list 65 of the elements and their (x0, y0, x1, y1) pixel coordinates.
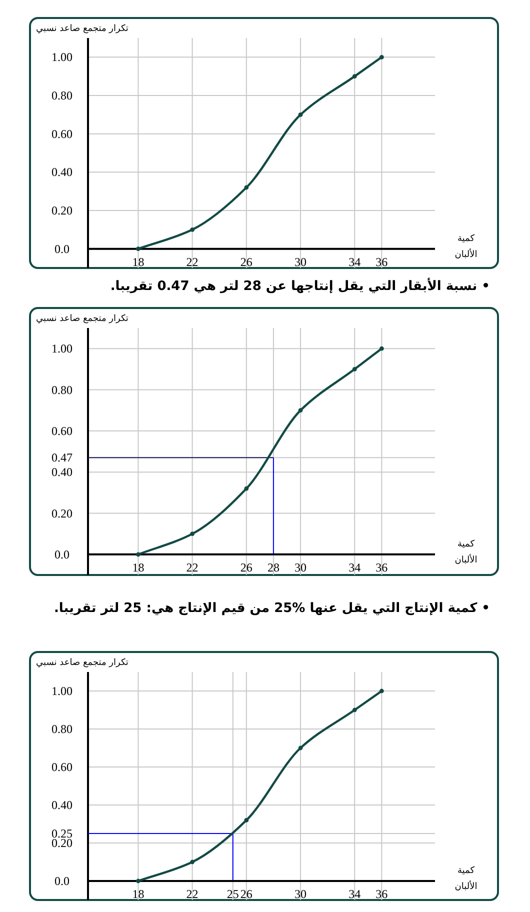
x-tick-label: 22 (186, 254, 198, 269)
x-axis-title: كمية الألبان (454, 234, 478, 260)
x-tick-label: 28 (267, 560, 280, 574)
y-tick-label: 0.20 (52, 204, 72, 218)
point (379, 54, 384, 60)
x-tick-label: 30 (294, 254, 307, 269)
y-tick-label: 0.80 (52, 382, 72, 397)
point (352, 74, 357, 79)
point (298, 746, 303, 750)
y-tick-label: 0.0 (54, 242, 70, 256)
point (190, 532, 195, 536)
point (136, 246, 140, 252)
y-tick-label: 0.25 (52, 826, 72, 840)
point (190, 227, 195, 232)
y-tick-label: 1.00 (52, 342, 72, 356)
x-tick-label: 22 (186, 887, 198, 901)
y-tick-label: 1.00 (52, 50, 72, 64)
point (244, 185, 249, 190)
x-tick-label: 30 (294, 887, 307, 901)
x-tick-label: 34 (348, 887, 361, 901)
y-axis-title: تكرار متجمع صاعد نسبي (36, 24, 129, 34)
x-tick-label: 22 (186, 560, 198, 574)
point (298, 408, 303, 413)
y-axis-title: تكرار متجمع صاعد نسبي (36, 314, 129, 324)
point (190, 860, 195, 864)
point (244, 486, 249, 491)
point (379, 346, 384, 351)
y-tick-label: 0.40 (52, 465, 72, 480)
chart-title: • نسبة الأبقار التي يقل إنتاجها عن 28 لتر هي 0.47 تقريبا. (110, 277, 490, 294)
x-tick-label: 18 (132, 254, 144, 269)
y-tick-label: 0.40 (52, 798, 72, 812)
y-tick-label: 0.20 (52, 506, 72, 520)
point (352, 708, 357, 712)
point (136, 878, 140, 884)
x-tick-label: 26 (240, 560, 252, 574)
y-axis-title: تكرار متجمع صاعد نسبي (36, 658, 129, 668)
y-tick-label: 0.0 (54, 874, 70, 888)
y-tick-label: 0.60 (52, 760, 72, 774)
y-tick-label: 0.40 (52, 165, 72, 180)
y-tick-label: 0.60 (52, 424, 72, 438)
x-tick-label: 25 (226, 887, 239, 901)
x-tick-label: 26 (240, 887, 252, 901)
x-tick-label: 18 (132, 560, 144, 574)
chart-title: • كمية الإنتاج التي يقل عنها %25 من قيم الإنتاج هي: 25 لتر تقريبا. (54, 601, 490, 616)
point (298, 112, 303, 117)
x-tick-label: 34 (348, 560, 361, 574)
x-tick-label: 26 (240, 254, 252, 269)
x-tick-label: 30 (294, 560, 307, 574)
point (244, 818, 249, 822)
x-axis-title: كمية الألبان (454, 866, 478, 892)
x-tick-label: 36 (376, 560, 388, 574)
y-tick-label: 0.80 (52, 722, 72, 736)
y-tick-label: 0.0 (54, 547, 70, 562)
x-axis-title: كمية الألبان (454, 539, 478, 566)
y-tick-label: 0.60 (52, 126, 72, 141)
x-tick-label: 34 (348, 254, 361, 269)
x-tick-label: 36 (376, 887, 388, 901)
x-tick-label: 36 (376, 254, 388, 269)
y-tick-label: 1.00 (52, 684, 72, 698)
x-tick-label: 18 (132, 887, 144, 901)
point (352, 366, 357, 372)
y-tick-label: 0.80 (52, 88, 72, 102)
point (379, 688, 384, 694)
point (136, 552, 140, 557)
y-tick-label: 0.47 (52, 450, 72, 465)
